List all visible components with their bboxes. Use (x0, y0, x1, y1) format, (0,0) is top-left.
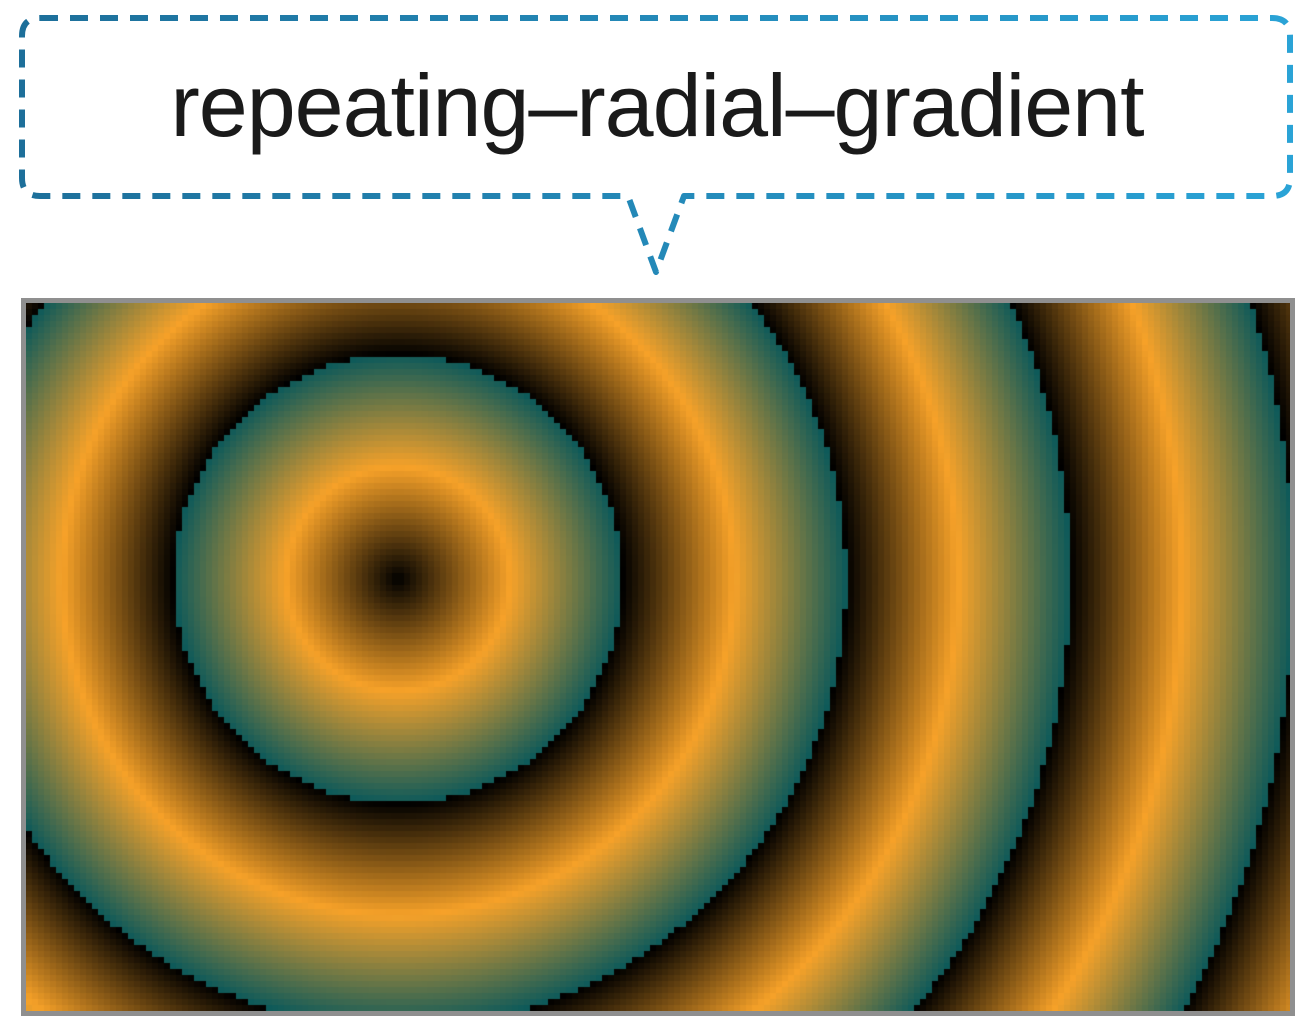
gradient-swatch-frame (21, 298, 1295, 1016)
callout-bubble-outline (19, 15, 1293, 275)
repeating-radial-gradient-swatch (26, 303, 1290, 1011)
gradient-callout: repeating–radial–gradient (0, 0, 1308, 290)
callout-label: repeating–radial–gradient (170, 56, 1144, 155)
